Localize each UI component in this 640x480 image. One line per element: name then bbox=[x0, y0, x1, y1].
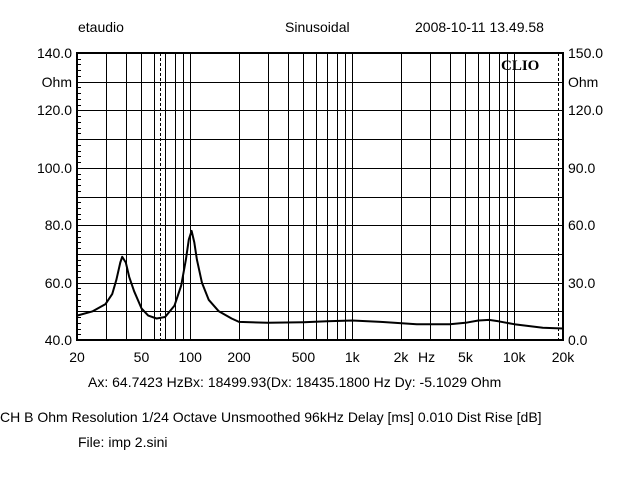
x-tick-label: 500 bbox=[291, 349, 316, 365]
right-y-tick-label: 120.0 bbox=[568, 102, 604, 119]
x-unit-label: Hz bbox=[418, 349, 436, 365]
x-tick-label: 200 bbox=[227, 349, 251, 365]
clio-logo: CLIO bbox=[501, 58, 540, 74]
header-title: Sinusoidal bbox=[285, 19, 350, 35]
left-y-tick-label: 40.0 bbox=[44, 332, 72, 348]
cursor-readout: Ax: 64.7423 HzBx: 18499.93(Dx: 18435.180… bbox=[88, 374, 502, 390]
header-company: etaudio bbox=[78, 19, 124, 35]
x-tick-label: 50 bbox=[133, 349, 150, 365]
right-y-tick-label: 150.0 bbox=[568, 45, 604, 61]
left-y-tick-label: 60.0 bbox=[44, 274, 72, 291]
x-tick-label: 20 bbox=[69, 349, 85, 365]
right-y-tick-label: 30.0 bbox=[568, 274, 596, 291]
status-line: CH B Ohm Resolution 1/24 Octave Unsmooth… bbox=[0, 409, 542, 425]
right-y-tick-label: 90.0 bbox=[568, 159, 596, 176]
x-tick-label: 100 bbox=[178, 349, 202, 365]
x-tick-label: 20k bbox=[551, 349, 575, 365]
left-axis-unit: Ohm bbox=[41, 73, 72, 90]
x-tick-label: 10k bbox=[502, 349, 526, 365]
plot-frame bbox=[76, 52, 564, 341]
header-timestamp: 2008-10-11 13.49.58 bbox=[415, 19, 544, 35]
x-tick-label: 1k bbox=[344, 349, 360, 365]
left-y-tick-label: 140.0 bbox=[36, 45, 72, 61]
impedance-curve bbox=[76, 229, 564, 330]
x-tick-label: 2k bbox=[393, 349, 409, 365]
left-y-tick-label: 100.0 bbox=[36, 159, 72, 176]
right-axis-unit: Ohm bbox=[568, 73, 599, 90]
left-y-tick-label: 80.0 bbox=[44, 217, 72, 234]
file-name: File: imp 2.sini bbox=[78, 434, 168, 450]
right-y-tick-label: 60.0 bbox=[568, 217, 596, 234]
x-tick-label: 5k bbox=[458, 349, 473, 365]
right-y-tick-label: 0.0 bbox=[568, 332, 588, 348]
left-y-tick-label: 120.0 bbox=[36, 102, 72, 119]
